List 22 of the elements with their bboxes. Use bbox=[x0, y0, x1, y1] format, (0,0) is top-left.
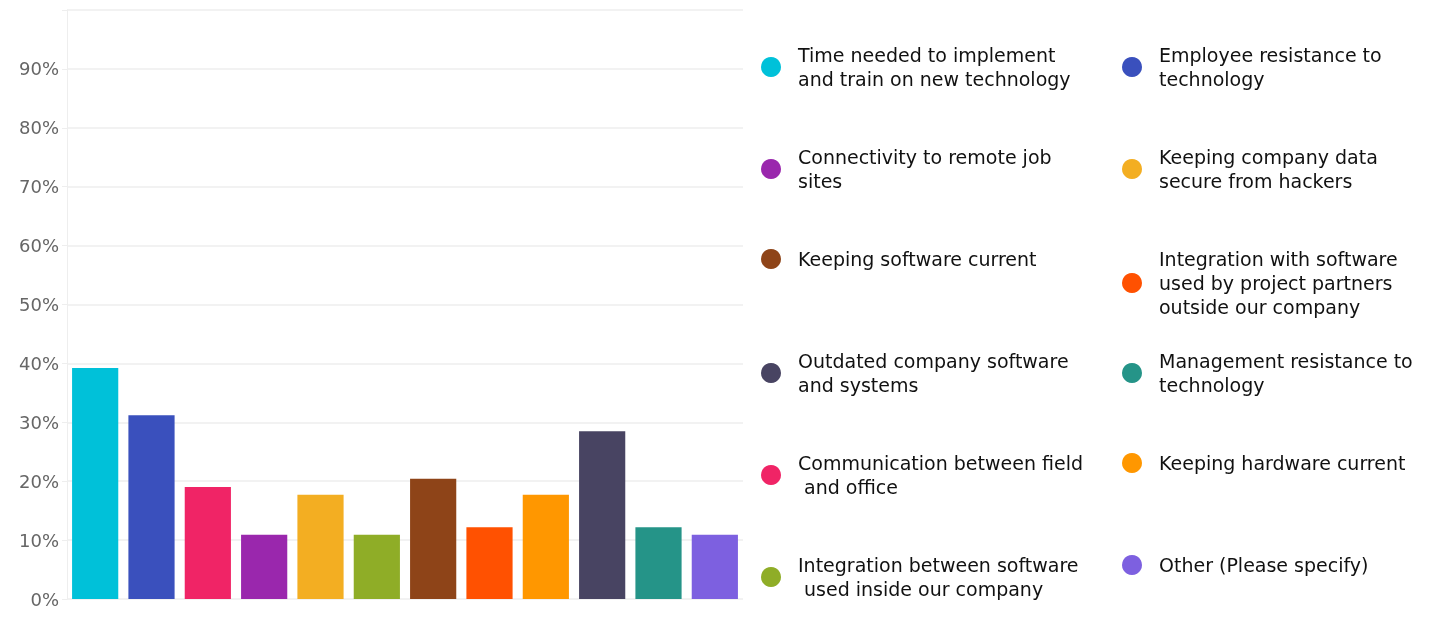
y-tick-label: 40% bbox=[18, 352, 59, 374]
legend-label: Keeping hardware current bbox=[1159, 452, 1406, 474]
legend-label: Management resistance to technology bbox=[1159, 350, 1419, 396]
y-tick-label: 0% bbox=[30, 588, 59, 610]
y-tick-label: 70% bbox=[18, 176, 59, 198]
legend-label: Outdated company software and systems bbox=[798, 350, 1075, 396]
legend-label: Employee resistance to technology bbox=[1159, 44, 1388, 90]
y-tick-label: 10% bbox=[18, 529, 59, 551]
y-tick-label: 90% bbox=[18, 58, 59, 80]
legend-label: Other (Please specify) bbox=[1159, 554, 1369, 576]
y-tick-label: 30% bbox=[18, 411, 59, 433]
legend-label: Integration between software used inside our company bbox=[798, 554, 1079, 600]
y-tick-label: 50% bbox=[18, 294, 59, 315]
y-tick-label: 60% bbox=[18, 235, 59, 257]
legend-label: Time needed to implement and train on new technology bbox=[797, 44, 1071, 90]
y-tick-label: 20% bbox=[18, 470, 59, 492]
legend-label: Keeping company data secure from hackers bbox=[1159, 146, 1384, 192]
legend-label: Connectivity to remote job sites bbox=[798, 146, 1058, 192]
legend-label: Communication between field and office bbox=[798, 452, 1083, 498]
y-tick-label: 80% bbox=[18, 117, 59, 139]
legend-label: Keeping software current bbox=[798, 248, 1037, 270]
legend-label: Integration with software used by project partners outside our company bbox=[1159, 248, 1404, 318]
